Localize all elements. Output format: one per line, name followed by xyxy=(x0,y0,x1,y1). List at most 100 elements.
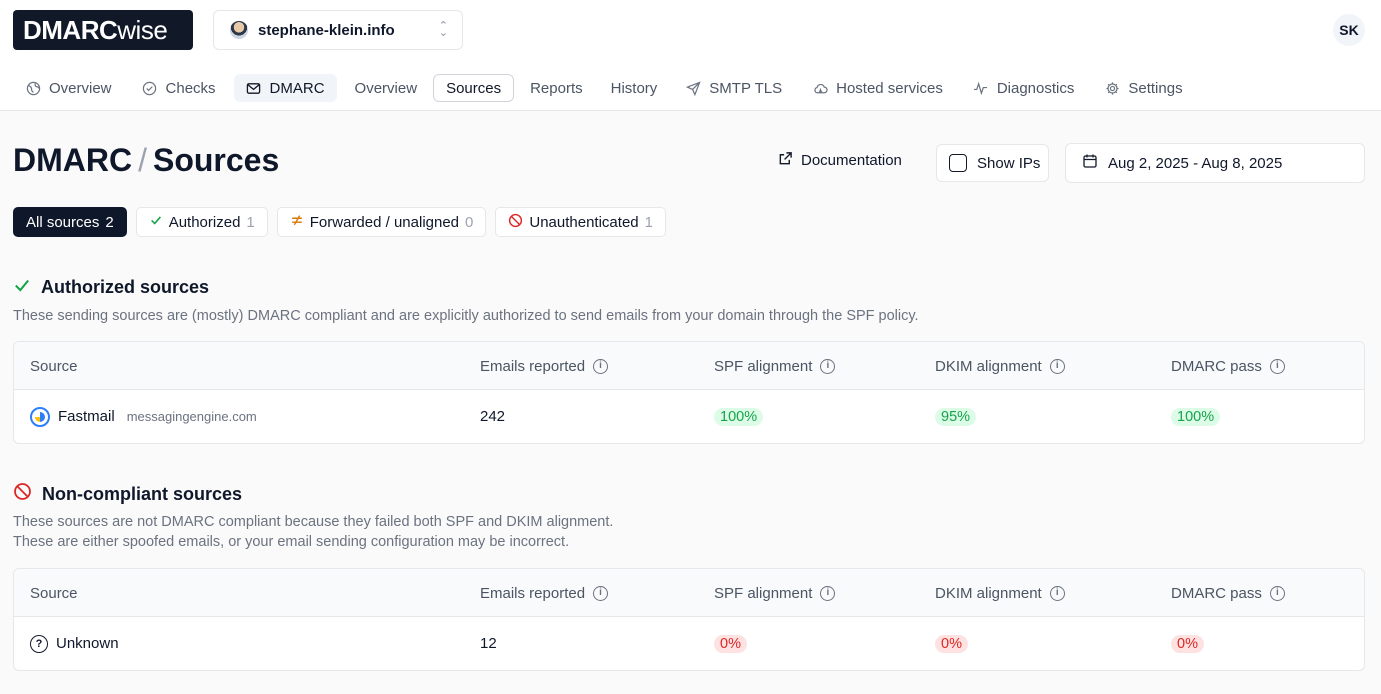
external-link-icon xyxy=(778,151,793,170)
subnav-sources-label: Sources xyxy=(446,79,502,97)
show-ips-label: Show IPs xyxy=(977,154,1041,172)
page-title-current: Sources xyxy=(152,142,280,178)
col-emails-label: Emails reported xyxy=(480,357,586,375)
activity-icon xyxy=(973,80,989,96)
info-icon[interactable]: i xyxy=(1049,358,1065,374)
subnav-reports-label: Reports xyxy=(530,79,583,97)
filter-label: All sources xyxy=(26,213,100,231)
info-icon[interactable]: i xyxy=(593,358,609,374)
documentation-link[interactable]: Documentation xyxy=(778,151,902,170)
filter-label: Authorized xyxy=(168,213,241,231)
col-source-label: Source xyxy=(30,357,78,375)
show-ips-checkbox[interactable] xyxy=(949,154,967,172)
gear-icon xyxy=(1104,80,1120,96)
noncompliant-description-line-1: These sources are not DMARC compliant be… xyxy=(13,514,614,530)
app-logo[interactable]: DMARC wise xyxy=(13,10,193,50)
date-range-value: Aug 2, 2025 - Aug 8, 2025 xyxy=(1108,154,1283,172)
dmarc-cell: 100% xyxy=(1171,390,1221,443)
check-icon xyxy=(13,276,31,299)
domain-avatar xyxy=(230,21,248,39)
authorized-section-title: Authorized sources xyxy=(41,277,210,297)
dkim-cell: 0% xyxy=(935,617,968,670)
nav-diagnostics-label: Diagnostics xyxy=(996,79,1075,97)
page-title-parent[interactable]: DMARC xyxy=(13,142,133,178)
mail-icon xyxy=(246,80,262,96)
nav-smtp-tls-label: SMTP TLS xyxy=(709,79,783,97)
date-range-picker[interactable]: Aug 2, 2025 - Aug 8, 2025 xyxy=(1065,143,1365,183)
filter-count: 1 xyxy=(246,213,255,231)
cloud-icon xyxy=(812,80,828,96)
spf-badge: 100% xyxy=(714,407,764,426)
nav-hosted-services-label: Hosted services xyxy=(836,79,943,97)
col-source: Source xyxy=(30,342,78,390)
info-icon[interactable]: i xyxy=(593,585,609,601)
info-icon[interactable]: i xyxy=(1269,585,1285,601)
filter-forwarded[interactable]: Forwarded / unaligned 0 xyxy=(276,207,487,237)
col-dkim-label: DKIM alignment xyxy=(935,584,1042,602)
filter-all-sources[interactable]: All sources 2 xyxy=(13,207,127,237)
nav-diagnostics[interactable]: Diagnostics xyxy=(961,74,1087,102)
subnav-history[interactable]: History xyxy=(599,74,670,102)
spf-cell: 100% xyxy=(714,390,764,443)
domain-selector[interactable]: stephane-klein.info ⌃ ⌄ xyxy=(213,10,463,50)
subnav-sources[interactable]: Sources xyxy=(433,74,515,102)
filter-unauthenticated[interactable]: Unauthenticated 1 xyxy=(495,207,666,237)
dkim-badge: 95% xyxy=(935,407,977,426)
table-row[interactable]: Fastmail messagingengine.com 242 100% 95… xyxy=(14,390,1364,443)
logo-bold-text: DMARC xyxy=(23,14,118,45)
dmarc-badge: 100% xyxy=(1171,407,1221,426)
info-icon[interactable]: i xyxy=(1269,358,1285,374)
filter-authorized[interactable]: Authorized 1 xyxy=(135,207,268,237)
col-dmarc-label: DMARC pass xyxy=(1171,357,1262,375)
col-dkim: DKIM alignment i xyxy=(935,569,1065,617)
nav-checks[interactable]: Checks xyxy=(130,74,228,102)
domain-selector-value: stephane-klein.info xyxy=(258,21,395,39)
col-spf-label: SPF alignment xyxy=(714,357,813,375)
show-ips-toggle[interactable]: Show IPs xyxy=(936,144,1049,182)
subnav-overview[interactable]: Overview xyxy=(343,74,430,102)
source-name: Unknown xyxy=(56,635,119,652)
noncompliant-description-line-2: These are either spoofed emails, or your… xyxy=(13,534,570,550)
user-avatar[interactable]: SK xyxy=(1333,14,1365,46)
nav-dmarc-label: DMARC xyxy=(269,79,325,97)
col-source: Source xyxy=(30,569,78,617)
filter-count: 0 xyxy=(465,213,474,231)
nav-overview[interactable]: Overview xyxy=(13,74,124,102)
calendar-icon xyxy=(1082,153,1098,173)
chevron-up-down-icon: ⌃ ⌄ xyxy=(438,20,448,39)
send-icon xyxy=(685,80,701,96)
col-emails: Emails reported i xyxy=(480,569,609,617)
logo-light-text: wise xyxy=(117,14,168,45)
col-emails-label: Emails reported xyxy=(480,584,586,602)
nav-hosted-services[interactable]: Hosted services xyxy=(800,74,955,102)
source-cell: ? Unknown xyxy=(30,617,119,670)
question-circle-icon: ? xyxy=(30,634,48,653)
info-icon[interactable]: i xyxy=(820,585,836,601)
subnav-reports[interactable]: Reports xyxy=(518,74,595,102)
source-cell: Fastmail messagingengine.com xyxy=(30,390,257,443)
nav-checks-label: Checks xyxy=(165,79,216,97)
not-equal-icon xyxy=(290,213,304,231)
check-circle-icon xyxy=(142,80,158,96)
nav-dmarc[interactable]: DMARC xyxy=(233,74,337,102)
noncompliant-section-title: Non-compliant sources xyxy=(42,483,243,504)
nav-smtp-tls[interactable]: SMTP TLS xyxy=(673,74,794,102)
col-dkim: DKIM alignment i xyxy=(935,342,1065,390)
table-header: Source Emails reported i SPF alignment i D… xyxy=(14,569,1364,617)
nav-overview-label: Overview xyxy=(49,79,112,97)
authorized-sources-table: Source Emails reported i SPF alignment i D… xyxy=(13,341,1365,444)
page-title: DMARC / Sources xyxy=(13,142,279,179)
table-row[interactable]: ? Unknown 12 0% 0% 0% xyxy=(14,617,1364,670)
spf-cell: 0% xyxy=(714,617,747,670)
source-host: messagingengine.com xyxy=(126,409,257,424)
ban-icon xyxy=(13,482,32,506)
fastmail-logo-icon xyxy=(30,406,50,427)
info-icon[interactable]: i xyxy=(820,358,836,374)
top-header: DMARC wise stephane-klein.info ⌃ ⌄ SK Over… xyxy=(0,0,1381,111)
emails-cell: 12 xyxy=(480,635,497,652)
nav-settings[interactable]: Settings xyxy=(1092,74,1194,102)
col-source-label: Source xyxy=(30,584,78,602)
table-header: Source Emails reported i SPF alignment i D… xyxy=(14,342,1364,390)
filter-label: Forwarded / unaligned xyxy=(309,213,460,231)
info-icon[interactable]: i xyxy=(1049,585,1065,601)
